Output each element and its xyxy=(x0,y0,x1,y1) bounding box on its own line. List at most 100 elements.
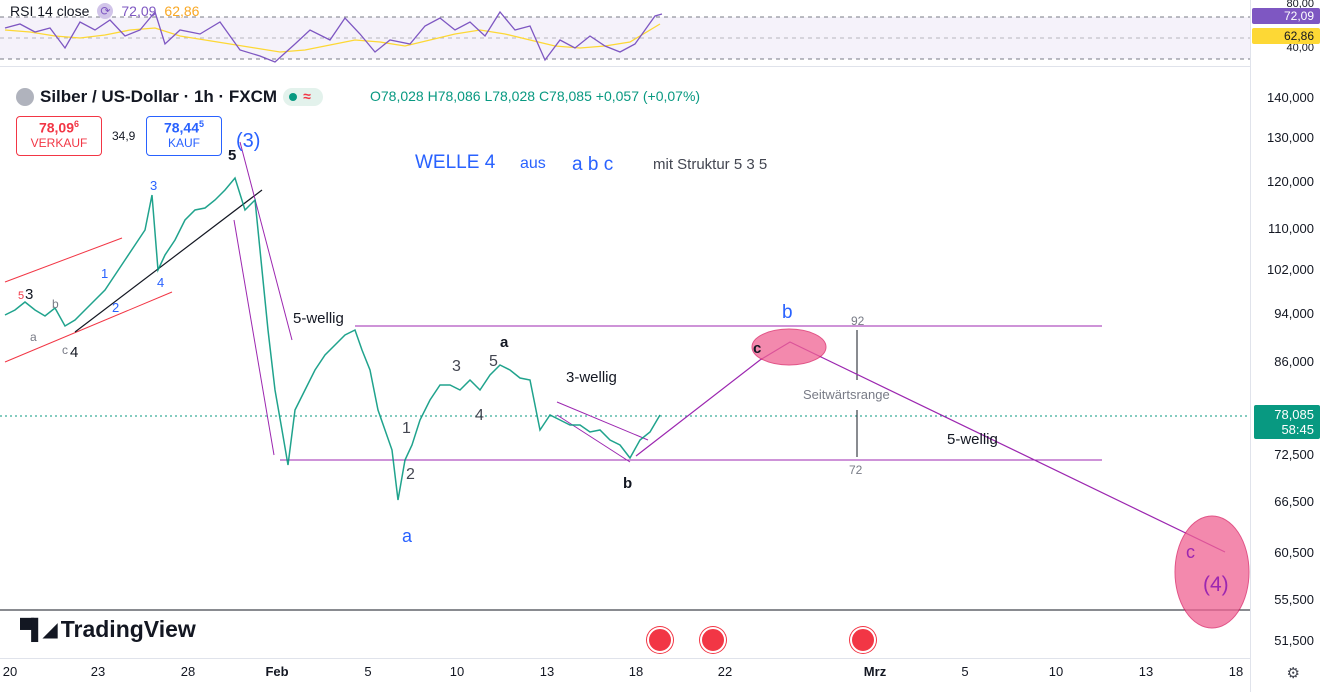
buy-price-sup: 5 xyxy=(199,119,205,129)
price-label: 60,500 xyxy=(1274,545,1314,560)
label-5wellig-2[interactable]: 5-wellig xyxy=(947,431,998,448)
rsi-ma-line xyxy=(4,23,661,53)
sell-price: 78,09 xyxy=(38,119,75,136)
ohlc-change: +0,057 (+0,07%) xyxy=(595,88,701,104)
label-5wellig-1[interactable]: 5-wellig xyxy=(293,310,344,327)
price-label: 55,500 xyxy=(1274,592,1314,607)
time-label: Mrz xyxy=(863,664,887,679)
last-price-tag: 78,085 58:45 xyxy=(1254,405,1320,439)
price-plot xyxy=(0,141,1250,629)
headline-welle4[interactable]: WELLE 4 xyxy=(415,152,496,173)
time-label: Feb xyxy=(265,664,289,679)
us-event-flag-icon[interactable] xyxy=(850,627,876,653)
tradingview-logo[interactable]: ▀▌◢ TradingView xyxy=(20,616,196,643)
ohlc-low: L78,028 xyxy=(484,88,536,104)
sell-label: VERKAUF xyxy=(30,135,88,150)
buy-button[interactable]: 78,445 KAUF xyxy=(146,116,222,156)
rsi-ma-tag: 62,86 xyxy=(1252,28,1320,44)
label-n4[interactable]: 4 xyxy=(475,407,484,424)
sell-button[interactable]: 78,096 VERKAUF xyxy=(16,116,102,156)
price-scale[interactable]: 80,00 40,00 72,09 62,86 140,000 130,000 … xyxy=(1250,0,1322,692)
price-label: 120,000 xyxy=(1267,174,1314,189)
label-range-top[interactable]: 92 xyxy=(851,314,865,328)
time-label: 5 xyxy=(961,664,969,679)
label-s4[interactable]: 4 xyxy=(70,344,79,361)
us-event-flag-icon[interactable] xyxy=(700,627,726,653)
price-label: 94,000 xyxy=(1274,306,1314,321)
price-label: 102,000 xyxy=(1267,262,1314,277)
spread-value: 34,9 xyxy=(112,129,136,143)
refresh-icon[interactable]: ⟳ xyxy=(97,3,114,19)
label-n3[interactable]: 3 xyxy=(452,358,461,375)
settings-icon[interactable]: ⚙ xyxy=(1286,665,1300,682)
time-label: 18 xyxy=(628,664,644,679)
time-label: 5 xyxy=(364,664,372,679)
label-n5[interactable]: 5 xyxy=(489,353,498,370)
buy-price: 78,44 xyxy=(163,119,200,136)
pane-divider[interactable] xyxy=(0,66,1250,67)
label-s3[interactable]: 3 xyxy=(25,286,34,303)
label-m3[interactable]: 3 xyxy=(150,178,158,193)
rsi-scale-bottom: 40,00 xyxy=(1286,42,1314,54)
label-c-purple[interactable]: c xyxy=(1186,542,1195,562)
headline-struktur[interactable]: mit Struktur 5 3 5 xyxy=(653,156,768,173)
tv-logo-text: TradingView xyxy=(60,616,196,642)
label-wave4[interactable]: (4) xyxy=(1203,573,1229,596)
buy-label: KAUF xyxy=(167,135,200,150)
price-pane[interactable]: Silber / US-Dollar · 1h · FXCM ≈ O78,028… xyxy=(0,70,1250,658)
rsi-pane[interactable]: RSI 14 close ⟳ 72,09 62,86 xyxy=(0,0,1250,66)
rsi-tag: 72,09 xyxy=(1252,8,1320,24)
label-wave3[interactable]: (3) xyxy=(236,130,261,152)
ohlc-close: C78,085 xyxy=(538,88,592,104)
rsi-line xyxy=(4,10,663,63)
label-a-blue[interactable]: a xyxy=(402,526,413,546)
label-c-black[interactable]: c xyxy=(753,340,762,357)
label-sa[interactable]: a xyxy=(30,330,37,344)
us-event-flag-icon[interactable] xyxy=(647,627,673,653)
ohlc-high: H78,086 xyxy=(427,88,481,104)
rsi-legend: RSI 14 close ⟳ 72,09 62,86 xyxy=(10,3,199,19)
last-price: 78,085 xyxy=(1274,407,1314,422)
label-m4[interactable]: 4 xyxy=(157,275,165,290)
symbol-title[interactable]: Silber / US-Dollar · 1h · FXCM xyxy=(40,87,278,106)
symbol-title-row: Silber / US-Dollar · 1h · FXCM ≈ xyxy=(16,87,324,107)
time-label: 28 xyxy=(180,664,196,679)
label-b-blue[interactable]: b xyxy=(782,302,793,323)
label-n2[interactable]: 2 xyxy=(406,466,415,483)
target-ellipse-4[interactable] xyxy=(1174,515,1250,629)
label-n1[interactable]: 1 xyxy=(402,420,411,437)
headline-abc[interactable]: a b c xyxy=(572,154,614,175)
label-range-bottom[interactable]: 72 xyxy=(849,463,863,477)
time-axis[interactable] xyxy=(0,658,1250,692)
label-sc[interactable]: c xyxy=(62,343,68,357)
target-ellipse-b[interactable] xyxy=(751,328,827,366)
time-label: 20 xyxy=(2,664,18,679)
label-sb[interactable]: b xyxy=(52,297,59,311)
rsi-plot xyxy=(0,10,1250,63)
label-five-top[interactable]: 5 xyxy=(228,147,237,164)
time-label: 22 xyxy=(717,664,733,679)
rsi-ma-value: 62,86 xyxy=(164,3,200,19)
price-label: 140,000 xyxy=(1267,90,1314,105)
candles xyxy=(4,176,661,501)
rsi-label[interactable]: RSI 14 close xyxy=(10,3,90,19)
silver-icon xyxy=(16,88,34,106)
rsi-value: 72,09 xyxy=(121,3,157,19)
time-label: 23 xyxy=(90,664,106,679)
price-label: 86,000 xyxy=(1274,354,1314,369)
label-m2[interactable]: 2 xyxy=(112,300,120,315)
time-label: 10 xyxy=(1048,664,1064,679)
label-b-black[interactable]: b xyxy=(623,475,633,492)
label-3wellig[interactable]: 3-wellig xyxy=(566,369,617,386)
label-m1[interactable]: 1 xyxy=(101,266,109,281)
label-seitwaertsrange[interactable]: Seitwärtsrange xyxy=(803,387,890,402)
ohlc-values: O78,028 H78,086 L78,028 C78,085 +0,057 (… xyxy=(370,88,700,104)
label-s5[interactable]: 5 xyxy=(18,290,25,302)
price-label: 72,500 xyxy=(1274,447,1314,462)
headline-aus[interactable]: aus xyxy=(520,155,546,172)
sell-price-sup: 6 xyxy=(74,119,80,129)
bar-countdown: 58:45 xyxy=(1281,422,1314,437)
label-a-black[interactable]: a xyxy=(500,334,509,351)
price-label: 110,000 xyxy=(1267,221,1314,236)
